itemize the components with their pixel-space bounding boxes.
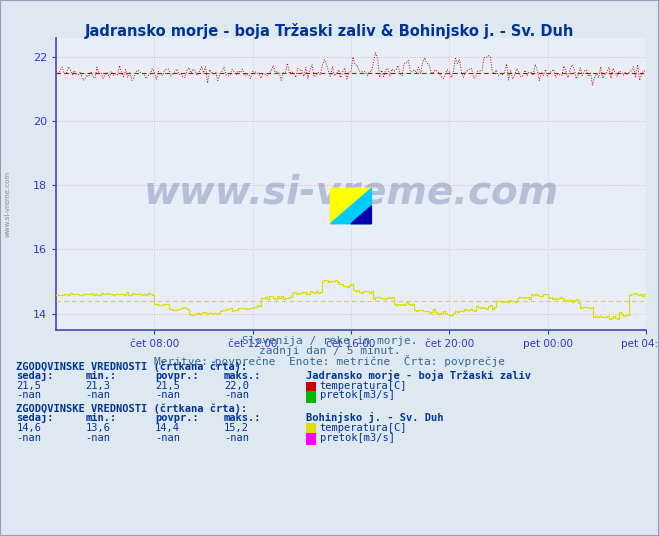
Text: pretok[m3/s]: pretok[m3/s] xyxy=(320,433,395,443)
Text: Jadransko morje - boja Tržaski zaliv & Bohinjsko j. - Sv. Duh: Jadransko morje - boja Tržaski zaliv & B… xyxy=(85,23,574,39)
Text: pretok[m3/s]: pretok[m3/s] xyxy=(320,390,395,400)
Text: Bohinjsko j. - Sv. Duh: Bohinjsko j. - Sv. Duh xyxy=(306,412,444,423)
Text: maks.:: maks.: xyxy=(224,371,262,382)
Text: 15,2: 15,2 xyxy=(224,423,249,433)
Text: 14,6: 14,6 xyxy=(16,423,42,433)
Text: 13,6: 13,6 xyxy=(86,423,111,433)
Polygon shape xyxy=(351,206,372,224)
Text: www.si-vreme.com: www.si-vreme.com xyxy=(5,170,11,237)
Text: -nan: -nan xyxy=(86,390,111,400)
Text: ZGODOVINSKE VREDNOSTI (črtkana črta):: ZGODOVINSKE VREDNOSTI (črtkana črta): xyxy=(16,361,248,372)
Text: ZGODOVINSKE VREDNOSTI (črtkana črta):: ZGODOVINSKE VREDNOSTI (črtkana črta): xyxy=(16,403,248,414)
Text: -nan: -nan xyxy=(16,433,42,443)
Text: -nan: -nan xyxy=(155,390,180,400)
Text: -nan: -nan xyxy=(224,433,249,443)
Text: sedaj:: sedaj: xyxy=(16,412,54,423)
Text: 14,4: 14,4 xyxy=(155,423,180,433)
Text: temperatura[C]: temperatura[C] xyxy=(320,381,407,391)
Text: zadnji dan / 5 minut.: zadnji dan / 5 minut. xyxy=(258,346,401,356)
Text: povpr.:: povpr.: xyxy=(155,413,198,423)
Text: -nan: -nan xyxy=(16,390,42,400)
Text: -nan: -nan xyxy=(86,433,111,443)
Text: -nan: -nan xyxy=(155,433,180,443)
Text: Jadransko morje - boja Tržaski zaliv: Jadransko morje - boja Tržaski zaliv xyxy=(306,370,531,382)
Text: sedaj:: sedaj: xyxy=(16,370,54,382)
Text: -nan: -nan xyxy=(224,390,249,400)
Text: povpr.:: povpr.: xyxy=(155,371,198,382)
Text: 21,3: 21,3 xyxy=(86,381,111,391)
Text: temperatura[C]: temperatura[C] xyxy=(320,423,407,433)
Text: www.si-vreme.com: www.si-vreme.com xyxy=(143,173,559,211)
Text: min.:: min.: xyxy=(86,413,117,423)
Text: Meritve: povprečne  Enote: metrične  Črta: povprečje: Meritve: povprečne Enote: metrične Črta:… xyxy=(154,355,505,367)
Polygon shape xyxy=(330,188,372,224)
Polygon shape xyxy=(330,188,372,224)
Text: Slovenija / reke in morje.: Slovenija / reke in morje. xyxy=(242,336,417,346)
Text: min.:: min.: xyxy=(86,371,117,382)
Text: 21,5: 21,5 xyxy=(155,381,180,391)
Text: 22,0: 22,0 xyxy=(224,381,249,391)
Text: 21,5: 21,5 xyxy=(16,381,42,391)
Text: maks.:: maks.: xyxy=(224,413,262,423)
